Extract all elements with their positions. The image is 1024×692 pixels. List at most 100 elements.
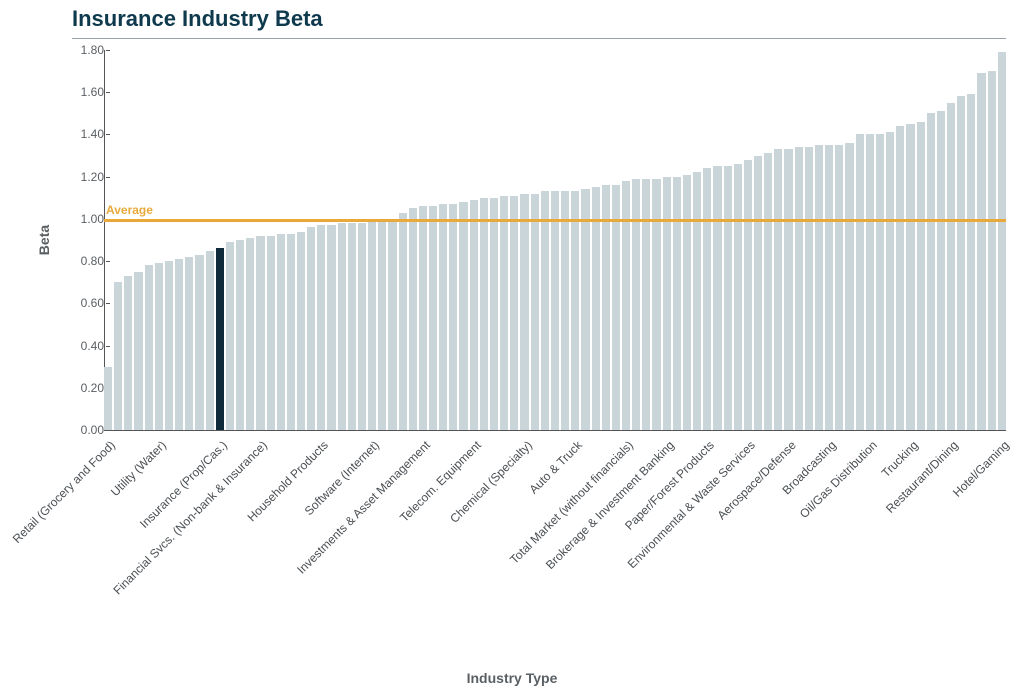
average-line — [104, 219, 1006, 222]
y-axis-label: Beta — [36, 200, 52, 280]
bar — [104, 367, 112, 430]
bar — [784, 149, 792, 430]
x-axis-label: Industry Type — [0, 670, 1024, 686]
bar — [713, 166, 721, 430]
bar — [967, 94, 975, 430]
bar — [896, 126, 904, 430]
bar — [795, 147, 803, 430]
y-tick-label: 0.00 — [66, 423, 104, 437]
bar — [388, 219, 396, 430]
bar — [632, 179, 640, 430]
bar — [845, 143, 853, 430]
y-tick-label: 1.80 — [66, 43, 104, 57]
bar — [206, 251, 214, 430]
bar — [378, 221, 386, 430]
y-tick-label: 0.80 — [66, 254, 104, 268]
y-tick-label: 0.60 — [66, 296, 104, 310]
bar — [998, 52, 1006, 430]
bar — [267, 236, 275, 430]
bar — [734, 164, 742, 430]
bar — [652, 179, 660, 430]
bar — [937, 111, 945, 430]
bar — [876, 134, 884, 430]
bar — [764, 153, 772, 430]
bar — [449, 204, 457, 430]
bar — [256, 236, 264, 430]
bar — [977, 73, 985, 430]
bar — [805, 147, 813, 430]
bar — [155, 263, 163, 430]
bar — [277, 234, 285, 430]
x-tick-group: Retail (Grocery and Food)Utility (Water)… — [104, 432, 1006, 672]
bar — [815, 145, 823, 430]
bar — [145, 265, 153, 430]
bar — [663, 177, 671, 430]
chart-container: Insurance Industry Beta 0.00 0.20 0.40 0.60… — [0, 0, 1024, 692]
bar — [439, 204, 447, 430]
bar — [419, 206, 427, 430]
plot-area: Average — [104, 50, 1006, 431]
bar — [866, 134, 874, 430]
bar — [947, 103, 955, 430]
bar — [724, 166, 732, 430]
bar — [683, 175, 691, 430]
bar-group — [104, 50, 1006, 430]
bar — [307, 227, 315, 430]
bar — [551, 191, 559, 430]
bar — [327, 225, 335, 430]
bar — [185, 257, 193, 430]
bar — [520, 194, 528, 430]
bar — [592, 187, 600, 430]
bar — [358, 223, 366, 430]
bar — [317, 225, 325, 430]
x-tick-label: Retail (Grocery and Food) — [10, 438, 118, 546]
y-tick-label: 0.40 — [66, 339, 104, 353]
x-tick-label: Restaurant/Dining — [883, 438, 961, 516]
bar — [693, 172, 701, 430]
y-tick-group: 0.000.200.400.600.801.001.201.401.601.80 — [66, 50, 104, 430]
bar — [399, 213, 407, 430]
bar — [480, 198, 488, 430]
average-label: Average — [106, 203, 153, 217]
y-tick-label: 1.20 — [66, 170, 104, 184]
bar — [236, 240, 244, 430]
bar — [165, 261, 173, 430]
title-divider — [72, 38, 1006, 39]
bar — [409, 208, 417, 430]
bar — [571, 191, 579, 430]
chart-title: Insurance Industry Beta — [72, 6, 323, 32]
x-tick-label: Oil/Gas Distribution — [797, 438, 880, 521]
bar — [500, 196, 508, 430]
bar — [581, 189, 589, 430]
bar — [287, 234, 295, 430]
bar — [531, 194, 539, 430]
bar — [134, 272, 142, 430]
bar — [195, 255, 203, 430]
bar — [338, 223, 346, 430]
bar — [856, 134, 864, 430]
bar — [114, 282, 122, 430]
bar — [459, 202, 467, 430]
bar — [226, 242, 234, 430]
bar — [490, 198, 498, 430]
bar — [988, 71, 996, 430]
bar — [957, 96, 965, 430]
bar — [703, 168, 711, 430]
bar — [246, 238, 254, 430]
y-tick-label: 1.40 — [66, 127, 104, 141]
bar — [906, 124, 914, 430]
bar — [216, 248, 224, 430]
bar — [561, 191, 569, 430]
bar — [744, 160, 752, 430]
bar — [917, 122, 925, 430]
bar — [774, 149, 782, 430]
bar — [835, 145, 843, 430]
bar — [754, 156, 762, 430]
y-tick-label: 1.00 — [66, 212, 104, 226]
bar — [124, 276, 132, 430]
bar — [368, 221, 376, 430]
y-tick-label: 1.60 — [66, 85, 104, 99]
y-tick-label: 0.20 — [66, 381, 104, 395]
bar — [886, 132, 894, 430]
bar — [642, 179, 650, 430]
